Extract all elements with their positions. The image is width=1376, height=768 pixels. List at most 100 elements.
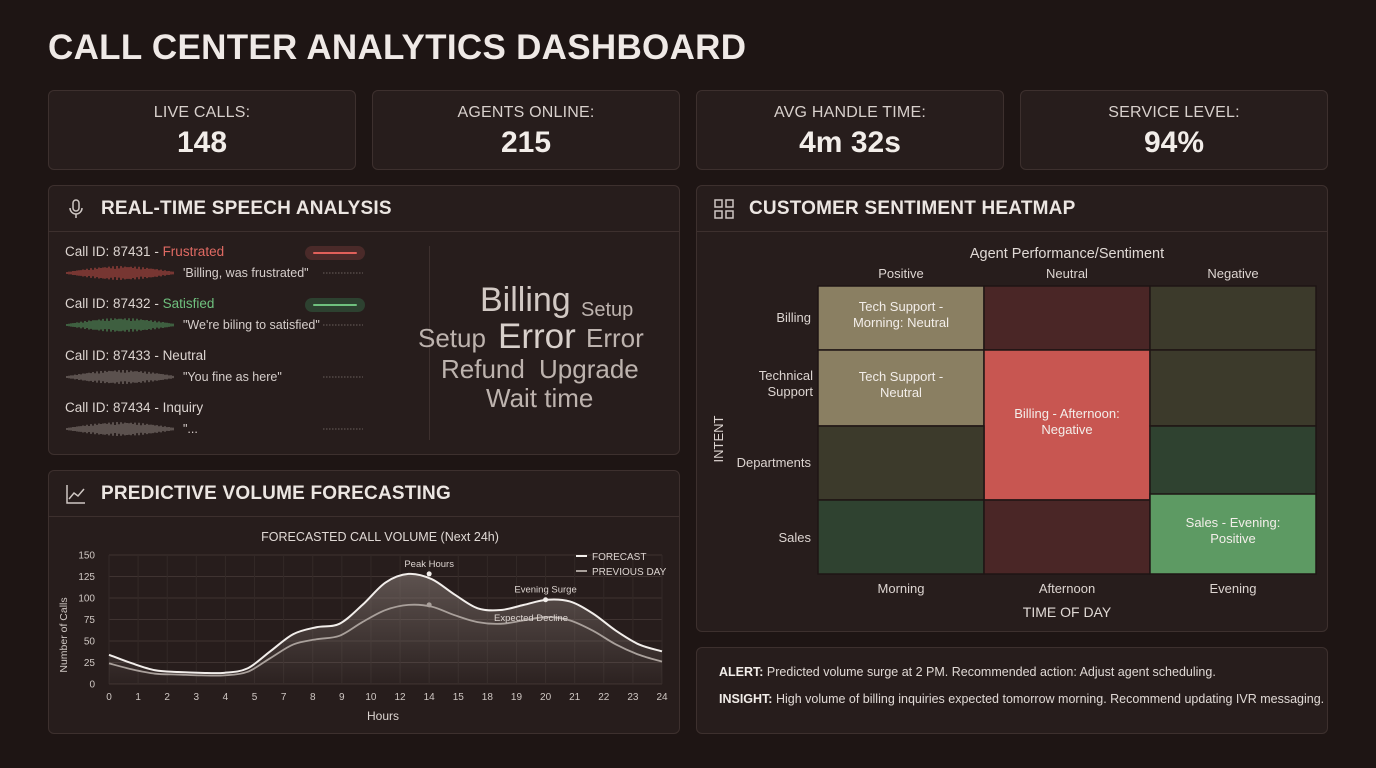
forecast-area — [109, 573, 662, 684]
keyword: Wait time — [486, 383, 594, 413]
column-label-positive: Positive — [878, 266, 924, 281]
legend-label: FORECAST — [592, 552, 646, 563]
heatmap-cell[interactable] — [1149, 285, 1317, 351]
divider — [429, 246, 430, 440]
forecast-chart: FORECASTED CALL VOLUME (Next 24h) 025507… — [58, 530, 668, 723]
call-sentiment: Frustrated — [162, 244, 225, 259]
x-tick-label: 14 — [424, 692, 436, 703]
row-label-technical-support: Technical Support — [759, 368, 813, 399]
call-item[interactable]: Call ID: 87434 - Inquiry "... — [65, 400, 365, 436]
heatmap-cell[interactable] — [817, 499, 985, 575]
heatmap-cell[interactable] — [1149, 425, 1317, 501]
kpi-agents-online: AGENTS ONLINE: 215 — [372, 90, 680, 170]
alert-label: ALERT: — [719, 665, 764, 679]
heatmap-cell[interactable] — [817, 285, 985, 351]
call-transcript: "... — [183, 422, 198, 436]
x-tick-label: 19 — [511, 692, 523, 703]
x-tick-label: 9 — [339, 692, 345, 703]
heatmap-cell[interactable] — [1149, 349, 1317, 427]
keyword: Error — [586, 323, 644, 353]
heatmap-cell-label: Sales - Evening: — [1186, 515, 1281, 530]
x-tick-label: 8 — [310, 692, 316, 703]
heatmap-chart: Agent Performance/Sentiment Positive Neu… — [711, 246, 1317, 620]
heatmap-subtitle: Agent Performance/Sentiment — [970, 246, 1164, 262]
call-item[interactable]: Call ID: 87431 - Frustrated 'Billing, wa… — [65, 244, 365, 280]
call-sentiment: Neutral — [162, 348, 207, 363]
kpi-service-level: SERVICE LEVEL: 94% — [1020, 90, 1328, 170]
forecast-panel-title: PREDICTIVE VOLUME FORECASTING — [101, 482, 451, 504]
heatmap-cell-label: Billing - Afternoon: — [1014, 406, 1120, 421]
call-separator: - — [150, 348, 163, 363]
series-line-forecast — [108, 572, 663, 675]
insight-label: INSIGHT: — [719, 692, 773, 706]
chart-annotation: Evening Surge — [514, 585, 576, 596]
call-transcript: "You fine as here" — [183, 370, 282, 384]
call-id-line: Call ID: 87434 - Inquiry — [65, 400, 365, 415]
heatmap-cell-label: Tech Support - — [859, 299, 944, 314]
call-item[interactable]: Call ID: 87432 - Satisfied "We're biling… — [65, 296, 365, 332]
chart-title: FORECASTED CALL VOLUME (Next 24h) — [261, 530, 499, 544]
x-tick-label: 18 — [482, 692, 494, 703]
y-axis-title: INTENT — [711, 415, 726, 462]
page-title: CALL CENTER ANALYTICS DASHBOARD — [48, 28, 747, 67]
x-label-morning: Morning — [878, 581, 925, 596]
heatmap-cell[interactable] — [817, 425, 985, 501]
x-tick-label: 2 — [164, 692, 170, 703]
keyword: Error — [498, 317, 576, 356]
heatmap-cell-label: Tech Support - — [859, 369, 944, 384]
grid-icon — [713, 198, 735, 220]
x-tick-label: 1 — [135, 692, 141, 703]
x-tick-label: 12 — [394, 692, 406, 703]
x-label-evening: Evening — [1210, 581, 1257, 596]
call-id: Call ID: 87432 — [65, 296, 151, 311]
heatmap-cell-label: Negative — [1041, 422, 1092, 437]
call-separator: - — [150, 400, 163, 415]
alert-text: Predicted volume surge at 2 PM. Recommen… — [763, 665, 1216, 679]
call-sentiment: Inquiry — [162, 400, 204, 415]
call-id: Call ID: 87433 — [65, 348, 151, 363]
call-transcript: 'Billing, was frustrated" — [183, 266, 309, 280]
call-id: Call ID: 87431 — [65, 244, 151, 259]
keyword: Upgrade — [539, 354, 639, 384]
keyword: Billing — [480, 281, 571, 319]
x-tick-label: 23 — [627, 692, 639, 703]
line-chart-icon — [65, 483, 87, 505]
kpi-value: 215 — [500, 126, 552, 159]
waveform — [66, 266, 363, 280]
heatmap-cell[interactable] — [1149, 493, 1317, 575]
waveform — [66, 370, 363, 384]
heatmap-cell[interactable] — [983, 349, 1151, 501]
call-transcript: "We're biling to satisfied" — [183, 318, 320, 332]
x-tick-label: 3 — [194, 692, 200, 703]
x-axis-title: TIME OF DAY — [1023, 604, 1112, 620]
kpi-label: SERVICE LEVEL: — [1108, 104, 1240, 121]
kpi-label: LIVE CALLS: — [153, 104, 251, 121]
legend-label: PREVIOUS DAY — [592, 567, 667, 578]
heatmap-cell[interactable] — [983, 285, 1151, 351]
sentiment-heatmap-panel: CUSTOMER SENTIMENT HEATMAP Agent Perform… — [696, 185, 1328, 632]
keyword: Setup — [581, 299, 634, 321]
kpi-label: AVG HANDLE TIME: — [774, 104, 926, 121]
call-sentiment: Satisfied — [162, 296, 215, 311]
speech-panel-title: REAL-TIME SPEECH ANALYSIS — [101, 197, 392, 219]
x-tick-label: 5 — [252, 692, 258, 703]
column-label-neutral: Neutral — [1046, 266, 1088, 281]
chart-annotation: Expected Decline — [494, 613, 568, 624]
call-item[interactable]: Call ID: 87433 - Neutral "You fine as he… — [65, 348, 365, 384]
heatmap-cell[interactable] — [983, 499, 1151, 575]
y-axis-label: Number of Calls — [58, 597, 70, 672]
x-tick-label: 10 — [365, 692, 377, 703]
keyword: Setup — [418, 323, 486, 353]
heatmap-panel-header: CUSTOMER SENTIMENT HEATMAP — [697, 186, 1327, 232]
y-tick-label: 50 — [84, 637, 96, 648]
heatmap-panel-title: CUSTOMER SENTIMENT HEATMAP — [749, 197, 1076, 219]
y-tick-label: 0 — [89, 680, 95, 691]
waveform — [66, 422, 363, 436]
kpi-label: AGENTS ONLINE: — [457, 104, 595, 121]
alert-message: ALERT: Predicted volume surge at 2 PM. R… — [719, 665, 1216, 679]
keyword: Refund — [441, 354, 525, 384]
x-tick-label: 7 — [281, 692, 287, 703]
kpi-live-calls: LIVE CALLS: 148 — [48, 90, 356, 170]
row-label-billing: Billing — [776, 310, 811, 325]
kpi-value: 148 — [176, 126, 228, 159]
